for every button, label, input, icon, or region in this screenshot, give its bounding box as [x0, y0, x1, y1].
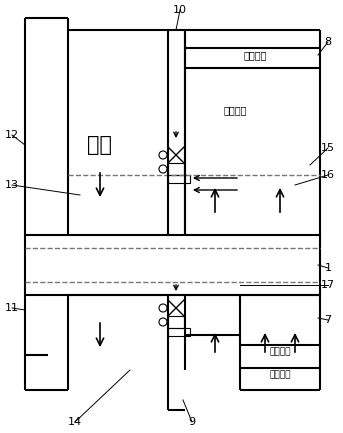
Text: 1: 1 — [324, 263, 331, 273]
Text: 15: 15 — [321, 143, 335, 153]
Bar — [168, 328, 190, 336]
Text: 烟气: 烟气 — [87, 135, 113, 155]
Text: 8: 8 — [324, 37, 332, 47]
Bar — [168, 175, 190, 183]
Text: 13: 13 — [5, 180, 19, 190]
Text: 冷一次风: 冷一次风 — [269, 348, 291, 356]
Text: 11: 11 — [5, 303, 19, 313]
Text: 热二次风: 热二次风 — [223, 105, 247, 115]
Bar — [168, 316, 184, 328]
Bar — [25, 235, 320, 295]
Text: 17: 17 — [321, 280, 335, 290]
Text: 14: 14 — [68, 417, 82, 427]
Text: 7: 7 — [324, 315, 332, 325]
Text: 冷二次风: 冷二次风 — [269, 371, 291, 379]
Text: 热一次风: 热一次风 — [243, 50, 267, 60]
Text: 10: 10 — [173, 5, 187, 15]
Text: 9: 9 — [188, 417, 196, 427]
Bar — [168, 163, 184, 175]
Text: 12: 12 — [5, 130, 19, 140]
Text: 16: 16 — [321, 170, 335, 180]
